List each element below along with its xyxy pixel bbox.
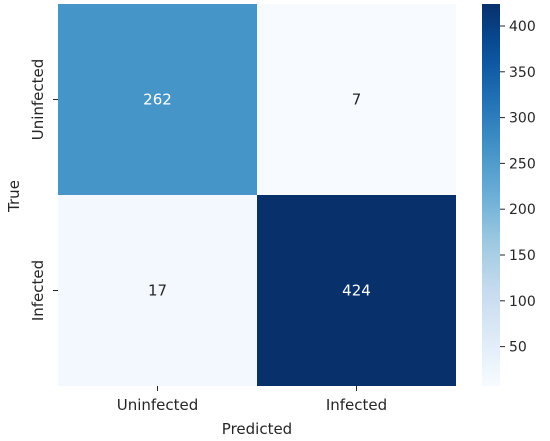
heatmap-cell-labels: 262 7 17 424: [143, 91, 371, 300]
y-tick-label: Uninfected: [29, 59, 47, 141]
y-axis-ticks: Uninfected Infected: [29, 59, 58, 321]
cell-value-label: 7: [352, 91, 362, 109]
x-tick-label: Uninfected: [117, 396, 199, 414]
colorbar-tick-label: 300: [509, 111, 536, 127]
colorbar: [482, 4, 500, 386]
cell-value-label: 17: [148, 282, 167, 300]
colorbar-tick-label: 350: [509, 65, 536, 81]
cell-value-label: 262: [143, 91, 172, 109]
heatmap-cell: [257, 4, 456, 195]
colorbar-tick-label: 150: [509, 248, 536, 264]
colorbar-tick-label: 200: [509, 202, 536, 218]
colorbar-tick-label: 250: [509, 156, 536, 172]
cell-value-label: 424: [342, 282, 371, 300]
y-axis-label: True: [5, 180, 23, 213]
x-tick-label: Infected: [326, 396, 387, 414]
heatmap-cells: [58, 4, 456, 386]
colorbar-tick-label: 50: [509, 340, 527, 356]
x-axis-ticks: Uninfected Infected: [117, 386, 387, 414]
heatmap-cell: [58, 4, 257, 195]
heatmap-cell: [257, 195, 456, 386]
x-axis-label: Predicted: [222, 420, 292, 438]
colorbar-tick-label: 400: [509, 19, 536, 35]
colorbar-tick-label: 100: [509, 294, 536, 310]
heatmap-cell: [58, 195, 257, 386]
colorbar-ticks: 50 100 150 200 250 300 350 400: [500, 19, 536, 356]
y-tick-label: Infected: [29, 260, 47, 321]
